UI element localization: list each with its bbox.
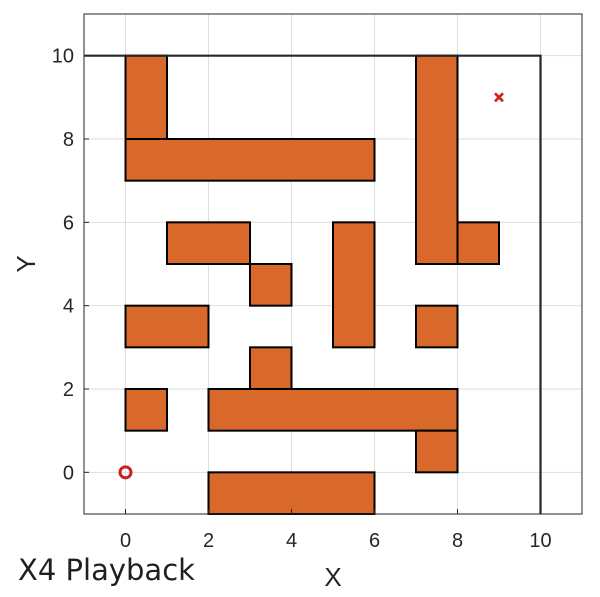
obstacle-block: [249, 263, 293, 307]
y-tick-label: 8: [63, 129, 74, 151]
obstacle-block: [207, 388, 459, 432]
y-tick-label: 6: [63, 212, 74, 234]
obstacle-block: [166, 221, 251, 265]
obstacle-block: [124, 388, 168, 432]
obstacle-block: [415, 304, 459, 349]
playback-label: X4 Playback: [18, 553, 195, 587]
maze-boundary: [84, 54, 542, 514]
start-marker: [118, 465, 133, 480]
x-axis-title: X: [324, 562, 341, 592]
obstacle-block: [415, 54, 459, 265]
obstacle-block: [456, 221, 500, 265]
axes-box: [83, 13, 583, 515]
boundary-line: [84, 54, 542, 514]
obstacle-block: [207, 471, 376, 516]
y-tick-label: 10: [52, 46, 74, 68]
obstacles: [124, 54, 500, 516]
markers: [118, 92, 504, 480]
y-tick-label: 4: [63, 296, 74, 318]
y-axis-title: Y: [11, 255, 41, 272]
x-tick-label: 0: [120, 530, 131, 552]
x-tick-label: 6: [369, 530, 380, 552]
obstacle-block: [124, 54, 168, 141]
obstacle-block: [124, 138, 376, 182]
goal-marker: [494, 92, 504, 103]
obstacle-block: [124, 304, 210, 349]
obstacle-block: [249, 346, 293, 391]
tick-labels: 0 2 4 6 8 10 0 2 4 6 8 10: [52, 46, 552, 552]
x-tick-label: 8: [452, 530, 463, 552]
x-tick-label: 4: [286, 530, 297, 552]
x-tick-label: 2: [203, 530, 214, 552]
obstacle-block: [332, 221, 376, 349]
obstacle-block: [415, 429, 459, 474]
y-tick-label: 2: [63, 379, 74, 401]
x-tick-label: 10: [529, 530, 551, 552]
y-tick-label: 0: [63, 462, 74, 484]
